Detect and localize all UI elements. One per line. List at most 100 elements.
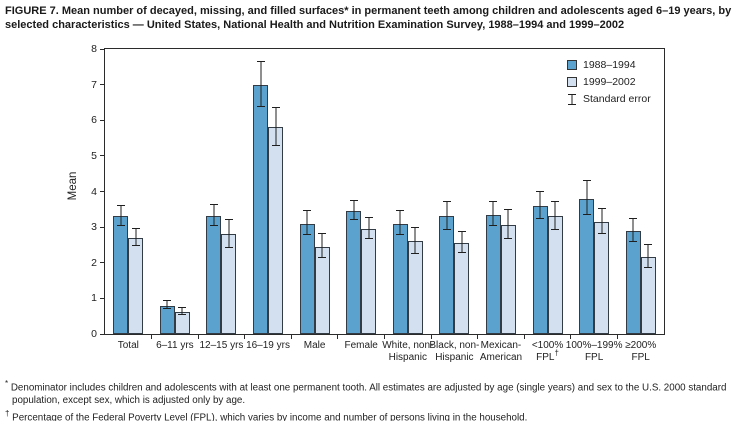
- x-axis-category-label: Total: [117, 340, 139, 351]
- x-axis-category-label: 16–19 yrs: [246, 340, 290, 351]
- x-axis-tick: [384, 335, 385, 339]
- bar-1988–1994: [439, 216, 455, 334]
- bar-1999–2002: [640, 257, 656, 334]
- y-axis-tick-label: 5: [91, 149, 97, 162]
- y-axis-tick: [100, 155, 104, 157]
- y-axis-tick: [100, 48, 104, 50]
- error-bar: [551, 200, 560, 231]
- bar-1988–1994: [206, 216, 222, 334]
- bar-1988–1994: [346, 211, 362, 334]
- error-bar: [303, 210, 312, 235]
- y-axis-tick-label: 8: [91, 43, 97, 55]
- y-axis-tick-label: 2: [91, 256, 97, 269]
- error-bar: [116, 204, 125, 227]
- error-bar: [178, 307, 187, 315]
- error-bar: [364, 216, 373, 239]
- y-axis-tick-label: 1: [91, 292, 97, 305]
- error-bar: [318, 232, 327, 259]
- bar-1988–1994: [113, 216, 129, 334]
- y-axis-tick: [100, 333, 104, 335]
- y-axis-tick: [100, 226, 104, 228]
- x-axis-tick: [337, 335, 339, 339]
- x-axis-tick: [430, 335, 432, 339]
- x-axis-category-label: Male: [303, 340, 326, 351]
- x-axis-tick: [523, 335, 525, 339]
- legend-swatch-1988-1994: [567, 60, 577, 70]
- bar-1988–1994: [253, 84, 269, 334]
- error-bar-icon: [568, 93, 576, 105]
- error-bar: [411, 226, 420, 255]
- legend-item-1999-2002: 1999–2002: [567, 76, 651, 88]
- footnotes: * Denominator includes children and adol…: [5, 377, 733, 421]
- y-axis-tick: [100, 84, 104, 86]
- bar-1999–2002: [454, 243, 470, 334]
- x-axis-tick: [197, 335, 199, 339]
- error-bar: [644, 244, 653, 269]
- error-bar: [349, 200, 358, 220]
- y-axis-tick: [100, 191, 104, 192]
- error-bar: [504, 209, 513, 240]
- x-axis-category-label: ≥200% FPL: [625, 340, 657, 363]
- x-axis-tick: [616, 335, 618, 339]
- y-axis-tick-label: 7: [91, 78, 97, 91]
- y-axis-tick: [100, 262, 104, 264]
- y-axis-tick: [100, 119, 104, 121]
- error-bar: [536, 190, 545, 219]
- x-axis-category-label: Mexican- American: [479, 340, 523, 363]
- bar-1999–2002: [361, 228, 377, 334]
- y-axis-label: Mean: [67, 171, 79, 201]
- bar-1999–2002: [547, 216, 563, 334]
- x-axis-tick: [290, 335, 292, 339]
- bar-1988–1994: [532, 205, 548, 334]
- legend-label: 1988–1994: [583, 59, 636, 71]
- error-bar: [271, 106, 280, 146]
- error-bar: [597, 208, 606, 234]
- x-axis-tick: [151, 335, 153, 339]
- y-axis-tick-label: 0: [91, 328, 97, 340]
- error-bar: [163, 299, 172, 310]
- bar-1988–1994: [579, 198, 595, 334]
- bar-1988–1994: [159, 305, 175, 334]
- bar-1988–1994: [392, 223, 408, 334]
- x-axis-tick: [244, 335, 246, 339]
- error-bar: [582, 179, 591, 216]
- legend-item-standard-error: Standard error: [567, 93, 651, 105]
- x-axis-tick: [570, 335, 572, 339]
- bar-1999–2002: [594, 221, 610, 334]
- x-axis-category-label: <100% FPL†: [531, 340, 564, 363]
- error-bar: [396, 209, 405, 236]
- figure-title: FIGURE 7. Mean number of decayed, missin…: [5, 5, 732, 31]
- y-axis-tick-label: 6: [91, 114, 97, 127]
- bar-1999–2002: [174, 311, 190, 334]
- legend-label: 1999–2002: [583, 76, 636, 88]
- legend-label: Standard error: [583, 93, 651, 105]
- x-axis-category-label: 12–15 yrs: [199, 340, 244, 351]
- legend-swatch-1999-2002: [567, 77, 577, 87]
- bar-1999–2002: [407, 241, 423, 334]
- x-axis-category-label: Female: [344, 340, 378, 351]
- bar-1988–1994: [625, 230, 641, 334]
- bar-1988–1994: [485, 214, 501, 334]
- x-axis-tick: [477, 335, 479, 339]
- bar-1999–2002: [314, 246, 330, 334]
- error-bar: [489, 200, 498, 227]
- y-axis-tick-label: 4: [91, 185, 97, 198]
- bar-1999–2002: [268, 127, 284, 334]
- error-bar: [131, 227, 140, 246]
- bar-1988–1994: [299, 223, 315, 334]
- y-axis-tick: [100, 297, 104, 299]
- bar-1999–2002: [500, 225, 516, 334]
- error-bar: [224, 218, 233, 248]
- bar-1999–2002: [128, 237, 144, 334]
- x-axis-category-label: White, non- Hispanic: [382, 340, 434, 363]
- x-axis-category-label: 100%–199% FPL: [565, 340, 623, 363]
- error-bar: [629, 217, 638, 242]
- x-axis-category-label: 6–11 yrs: [156, 340, 194, 351]
- x-axis-category-label: Black, non- Hispanic: [429, 340, 480, 363]
- chart-plot-area: 1988–1994 1999–2002 Standard error 0 1 2 3 4…: [91, 43, 665, 363]
- error-bar: [457, 231, 466, 254]
- chart-legend: 1988–1994 1999–2002 Standard error: [567, 59, 651, 105]
- error-bar: [442, 200, 451, 231]
- error-bar: [256, 60, 265, 107]
